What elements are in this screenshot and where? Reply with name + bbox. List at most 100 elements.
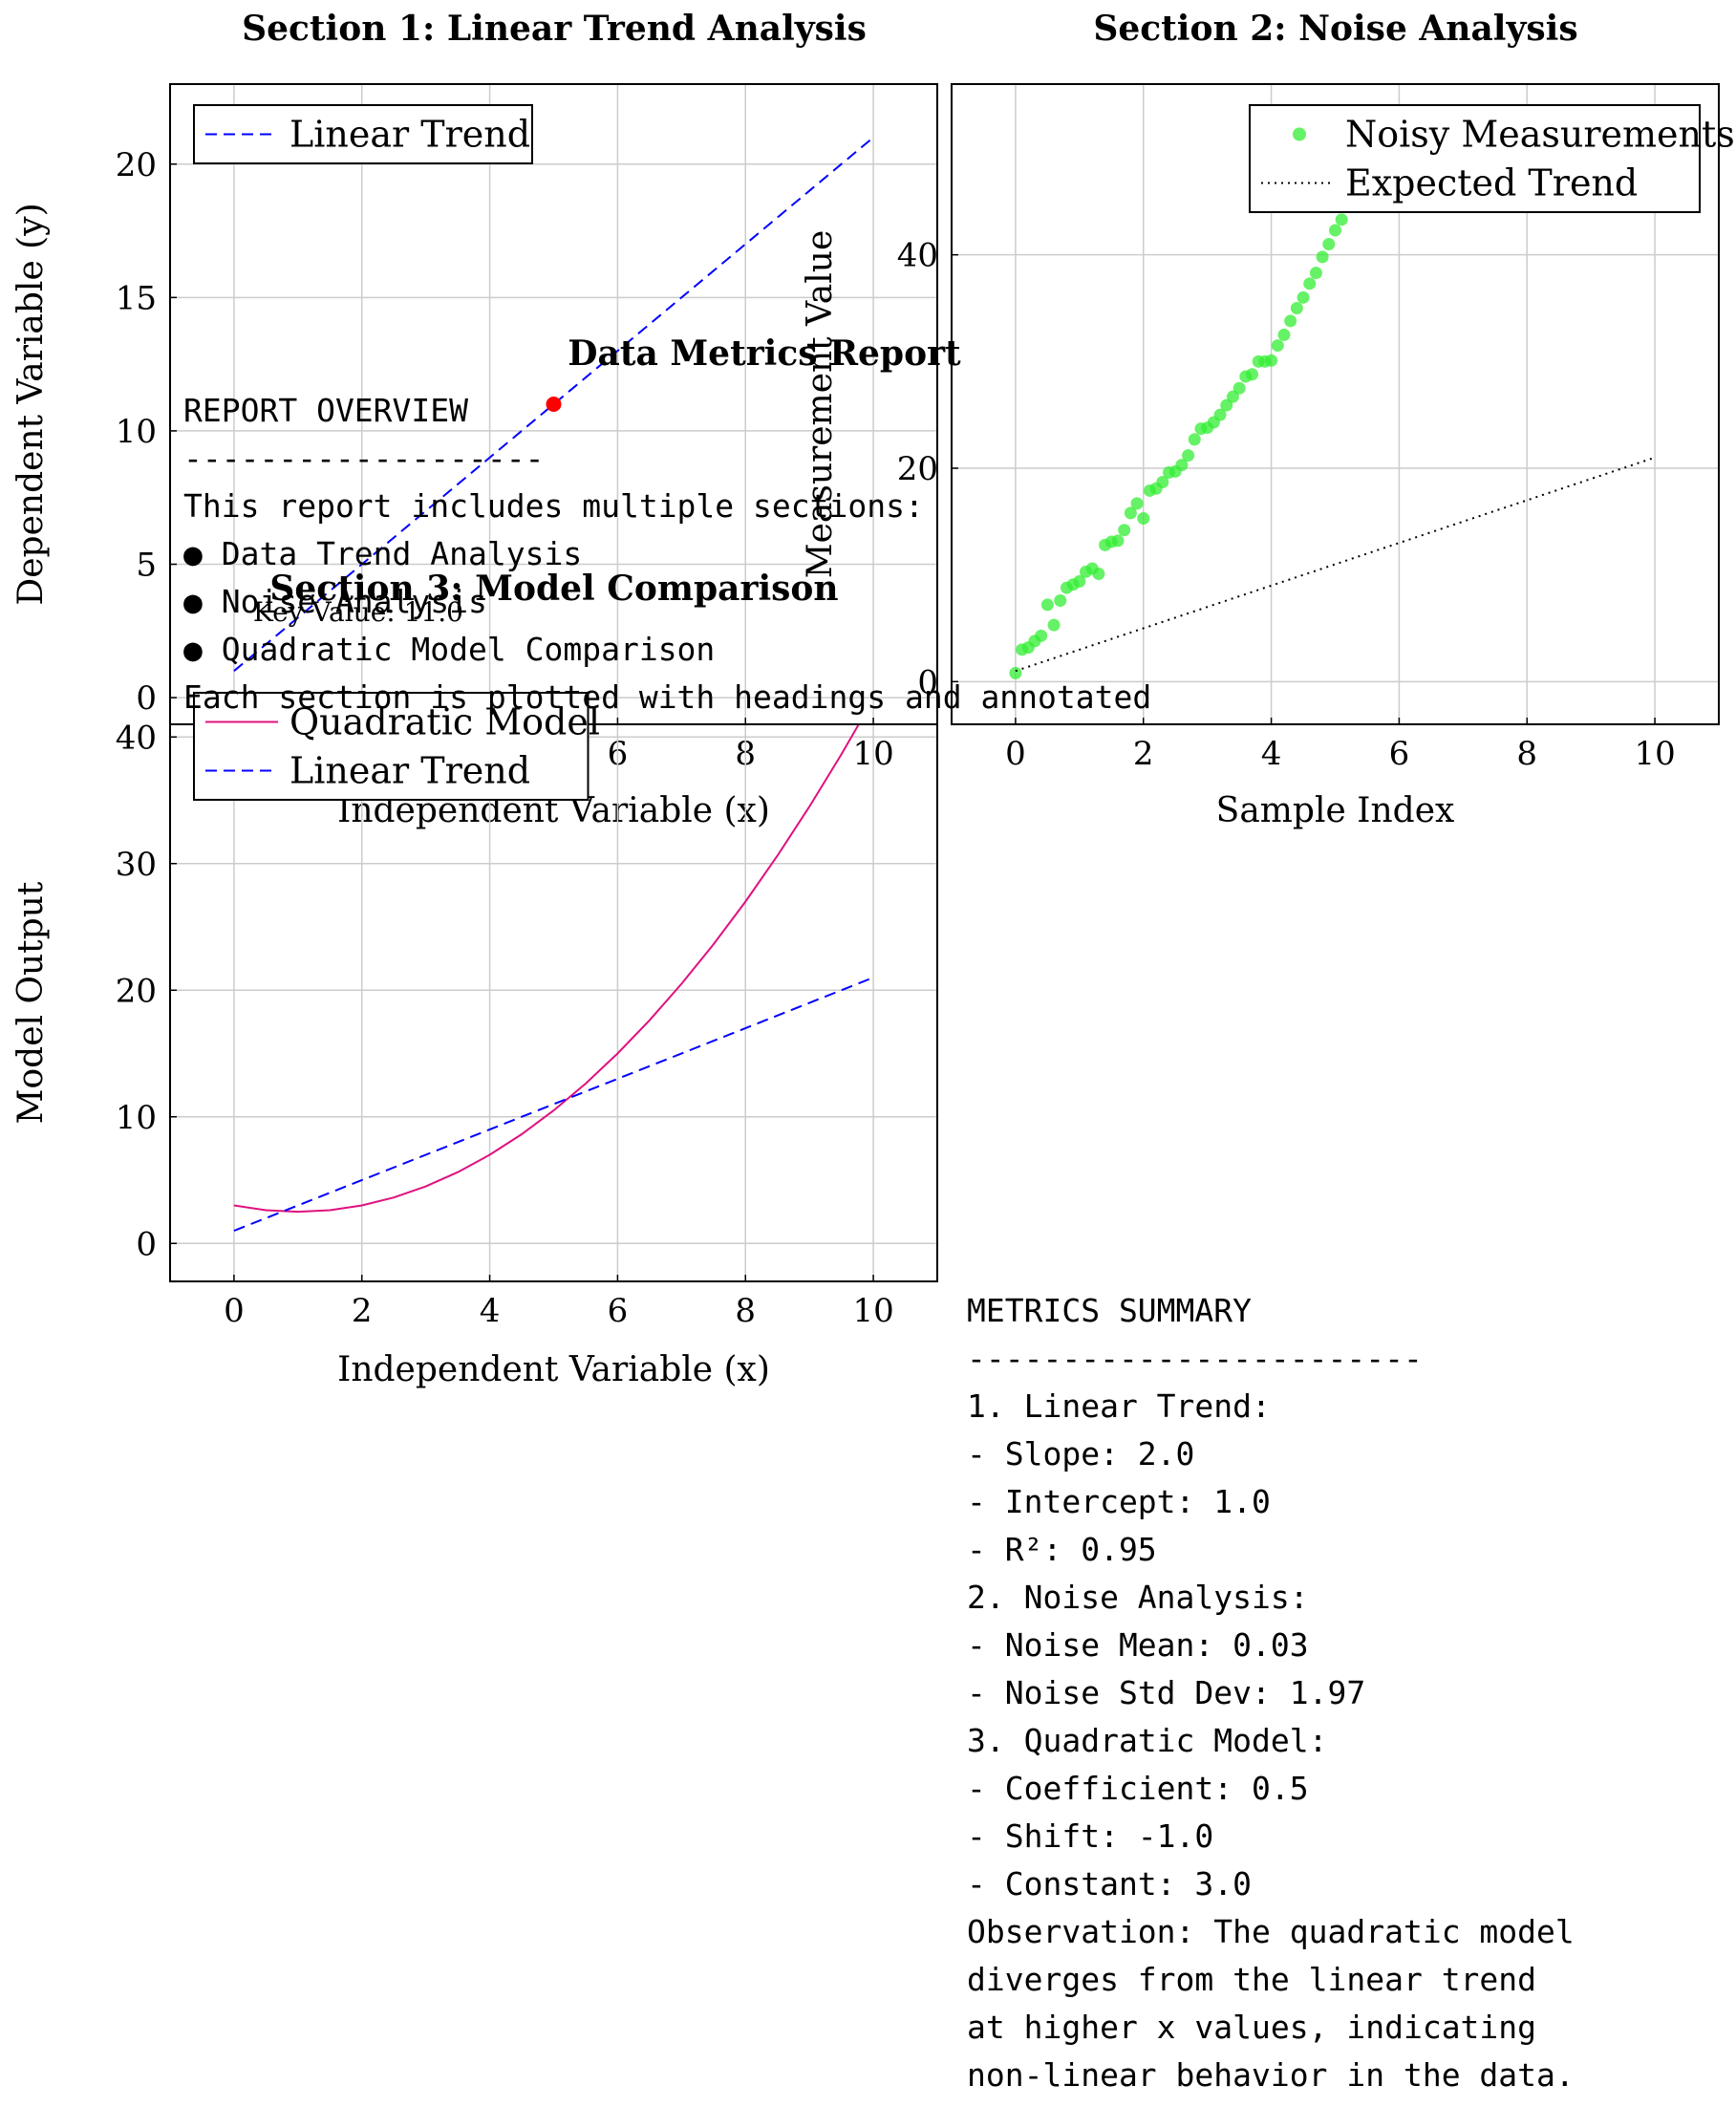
- section3-legend-entry: Quadratic Model: [289, 701, 600, 743]
- section3-x-axis-label: Independent Variable (x): [337, 1350, 770, 1389]
- section2-data-point: [1047, 618, 1061, 632]
- section1-y-tick-label: 5: [136, 547, 157, 585]
- section3-x-tick-label: 10: [852, 1292, 893, 1330]
- section3-x-tick-label: 0: [224, 1292, 245, 1330]
- section2-x-tick-label: 0: [1005, 735, 1026, 773]
- metrics-line: at higher x values, indicating: [967, 2009, 1537, 2046]
- section2-data-point: [1188, 433, 1201, 446]
- section2-data-point: [1246, 368, 1259, 381]
- metrics-line: - Slope: 2.0: [967, 1435, 1195, 1473]
- section2-axes-frame: [951, 83, 1720, 725]
- section2-y-axis-label: Measurement Value: [801, 230, 840, 579]
- section3-title: Section 3: Model Comparison: [269, 569, 838, 609]
- section2-data-point: [1284, 314, 1297, 328]
- section2-chart: 0 2 4 6 8 10 0 20 40 Section 2: Noise Analysis Sam…: [801, 9, 1735, 830]
- report-overview-text: REPORT OVERVIEW ------------------- This r…: [183, 387, 1151, 721]
- section2-data-point: [1182, 449, 1195, 462]
- metrics-line: METRICS SUMMARY: [967, 1292, 1253, 1329]
- section2-data-point: [1309, 267, 1322, 280]
- metrics-line: - R²: 0.95: [967, 1531, 1157, 1568]
- section3-x-tick-label: 4: [480, 1292, 501, 1330]
- section1-series-linear-trend: [233, 137, 874, 672]
- section2-data-point: [1322, 238, 1336, 250]
- section1-y-tick-label: 20: [116, 146, 157, 184]
- section3-y-axis-label: Model Output: [11, 881, 51, 1124]
- section1-highlight-point: [546, 397, 562, 412]
- section2-data-point: [1175, 459, 1189, 472]
- metrics-line: diverges from the linear trend: [967, 1961, 1537, 1998]
- section2-data-point: [1156, 476, 1169, 489]
- metrics-line: - Coefficient: 0.5: [967, 1770, 1309, 1807]
- metrics-line: - Shift: -1.0: [967, 1817, 1214, 1855]
- section1-title: Section 1: Linear Trend Analysis: [242, 9, 867, 49]
- section1-y-tick-label: 10: [116, 413, 157, 451]
- metrics-line: non-linear behavior in the data.: [967, 2056, 1575, 2094]
- section2-data-point: [1054, 593, 1067, 607]
- section2-data-point: [1118, 524, 1131, 537]
- section2-data-point: [1035, 629, 1048, 642]
- metrics-line: - Noise Std Dev: 1.97: [967, 1674, 1366, 1711]
- section2-data-point: [1226, 390, 1239, 403]
- section3-x-tick-label: 2: [352, 1292, 373, 1330]
- overview-line: ● Noise Analysis: [183, 583, 487, 620]
- metrics-line: 3. Quadratic Model:: [967, 1722, 1328, 1759]
- section2-data-point: [1213, 408, 1227, 421]
- section2-x-tick-label: 10: [1634, 735, 1675, 773]
- metrics-line: 1. Linear Trend:: [967, 1387, 1271, 1425]
- section2-x-tick-label: 6: [1389, 735, 1410, 773]
- section2-data-point: [1303, 277, 1317, 290]
- section2-data-point: [1009, 666, 1022, 679]
- section3-legend: Quadratic Model Linear Trend: [193, 692, 600, 801]
- section2-y-tick-label: 20: [897, 450, 938, 488]
- section2-y-tick-label: 40: [897, 237, 938, 275]
- report-title: Data Metrics Report: [568, 333, 961, 374]
- section2-legend-entry: Noisy Measurements: [1345, 114, 1735, 156]
- section2-data-point: [1271, 339, 1284, 353]
- section2-data-point: [1290, 302, 1303, 314]
- section3-y-tick-label: 10: [116, 1099, 157, 1137]
- section3-x-tick-label: 6: [608, 1292, 629, 1330]
- section3-legend-entry: Linear Trend: [289, 750, 530, 792]
- section2-y-tick-label: 0: [917, 663, 938, 701]
- section1-y-tick-label: 0: [136, 679, 157, 718]
- section2-data-point: [1111, 534, 1125, 548]
- section2-data-point: [1220, 398, 1233, 412]
- section2-legend-entry: Expected Trend: [1345, 162, 1638, 204]
- overview-line: This report includes multiple sections:: [183, 487, 924, 525]
- section2-data-point: [1092, 568, 1105, 581]
- metrics-line: 2. Noise Analysis:: [967, 1579, 1309, 1616]
- overview-line: REPORT OVERVIEW: [183, 392, 469, 429]
- overview-line: Each section is plotted with headings an…: [183, 678, 1152, 716]
- section2-x-axis-label: Sample Index: [1216, 791, 1455, 830]
- section2-data-point: [1297, 290, 1310, 304]
- section3-x-tick-label: 8: [735, 1292, 756, 1330]
- section2-data-point: [1232, 381, 1246, 395]
- metrics-line: - Noise Mean: 0.03: [967, 1626, 1309, 1664]
- section1-legend: Linear Trend: [193, 104, 533, 164]
- section3-y-tick-label: 30: [116, 846, 157, 884]
- section3-series-linear-trend: [233, 977, 874, 1232]
- overview-line: ● Data Trend Analysis: [183, 535, 583, 572]
- section1-annotation: Key Value: 11.0: [253, 596, 463, 628]
- section1-legend-entry: Linear Trend: [289, 114, 530, 156]
- section3-y-tick-label: 20: [116, 972, 157, 1010]
- overview-line: ● Quadratic Model Comparison: [183, 631, 716, 668]
- metrics-summary-text: METRICS SUMMARY ------------------------ 1…: [967, 1287, 1575, 2099]
- section3-series-quadratic-model: [233, 724, 860, 1214]
- section2-x-tick-label: 4: [1261, 735, 1282, 773]
- section2-data-point: [1137, 511, 1150, 525]
- section2-data-point: [1265, 354, 1278, 367]
- section2-data-point: [1335, 213, 1348, 226]
- metrics-line: - Constant: 3.0: [967, 1865, 1253, 1903]
- section2-data-point: [1040, 598, 1054, 612]
- metrics-line: Observation: The quadratic model: [967, 1913, 1575, 1950]
- metrics-line: ------------------------: [967, 1340, 1423, 1377]
- section2-x-tick-label: 2: [1133, 735, 1154, 773]
- section1-y-tick-label: 15: [116, 279, 157, 317]
- section2-legend: Noisy Measurements Expected Trend: [1249, 104, 1735, 213]
- section2-data-point: [1316, 250, 1329, 264]
- section2-title: Section 2: Noise Analysis: [1093, 9, 1577, 49]
- section3-y-tick-label: 0: [136, 1225, 157, 1263]
- section2-data-point: [1124, 506, 1137, 520]
